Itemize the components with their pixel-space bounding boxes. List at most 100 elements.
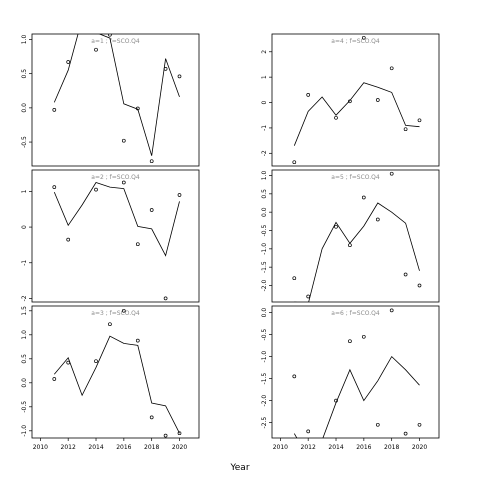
y-tick-label: -1: [261, 125, 268, 131]
observed-point: [149, 159, 154, 164]
observed-point: [417, 283, 422, 288]
x-axis-label: Year: [229, 463, 249, 473]
y-tick-label: -0.5: [21, 401, 28, 413]
observed-point: [375, 98, 380, 102]
observed-point: [135, 242, 140, 247]
observed-point: [177, 193, 182, 197]
observed-point: [348, 243, 352, 248]
y-tick-label: 0.0: [21, 378, 28, 388]
y-tick-label: 0.0: [261, 207, 268, 217]
x-tick-label: 2012: [61, 444, 76, 451]
observed-point: [292, 374, 297, 379]
observed-point: [403, 431, 408, 436]
x-tick-label: 2014: [328, 444, 343, 451]
x-tick-label: 2018: [384, 444, 399, 451]
y-tick-label: 0.0: [21, 103, 28, 113]
observed-point: [109, 170, 111, 171]
observed-point: [52, 185, 57, 189]
y-tick-label: 0.0: [261, 308, 268, 318]
panel-a3: a=3 ; f=SCO.Q4 1.5 1.0 0.5 0.0 -0.5 -1.0 2010 20…: [21, 305, 200, 451]
panel-frame: [271, 33, 440, 167]
panel-a1: a=1 ; f=SCO.Q4 1.0 0.5 0.0 -0.5: [21, 33, 200, 167]
fitted-line: [53, 182, 180, 257]
observed-point: [177, 431, 182, 436]
observed-point: [52, 377, 57, 381]
observed-point: [306, 294, 311, 299]
observed-point: [163, 296, 168, 301]
observed-point: [348, 339, 352, 344]
y-tick-label: -1.0: [21, 425, 28, 437]
observed-point: [417, 422, 422, 427]
x-tick-label: 2016: [116, 444, 131, 451]
observed-point: [375, 217, 380, 222]
y-tick-label: -2.5: [261, 417, 268, 429]
fitted-line: [293, 82, 420, 146]
observed-point: [292, 160, 297, 165]
y-tick-label: 1: [261, 75, 268, 79]
observed-point: [66, 60, 71, 64]
observed-point: [94, 47, 98, 52]
panel-title: a=3 ; f=SCO.Q4: [91, 310, 140, 317]
panel-title: a=2 ; f=SCO.Q4: [91, 174, 140, 181]
observed-point: [389, 171, 394, 176]
panel-title: a=6 ; f=SCO.Q4: [331, 310, 380, 317]
y-tick-label: 2: [261, 50, 268, 54]
observed-point: [361, 195, 366, 200]
x-tick-label: 2020: [412, 444, 427, 451]
y-tick-label: 1.0: [21, 35, 28, 45]
observed-point: [361, 334, 366, 339]
y-tick-label: -0.5: [21, 136, 28, 148]
y-tick-label: 1.0: [261, 171, 268, 181]
panel-title: a=5 ; f=SCO.Q4: [331, 174, 380, 181]
observed-point: [306, 93, 311, 97]
fitted-line: [294, 202, 420, 302]
y-tick-label: -2: [21, 295, 28, 301]
observed-point: [108, 34, 112, 37]
observed-point: [94, 187, 98, 192]
panel-frame: [31, 33, 200, 167]
y-tick-label: -2.0: [261, 279, 268, 291]
observed-point: [361, 35, 366, 40]
y-tick-label: -1.0: [261, 351, 268, 363]
panel-frame: [31, 169, 200, 303]
y-tick-label: 0.5: [21, 69, 28, 79]
observed-point: [108, 322, 112, 327]
observed-point: [403, 272, 408, 277]
observed-point: [52, 108, 57, 112]
observed-point: [149, 208, 154, 212]
observed-point: [334, 398, 338, 403]
y-tick-label: -2.0: [261, 395, 268, 407]
y-tick-label: -1: [21, 260, 28, 266]
observed-point: [121, 180, 126, 185]
observed-point: [163, 433, 168, 438]
x-tick-label: 2018: [144, 444, 159, 451]
panel-a5: a=5 ; f=SCO.Q4 1.0 0.5 0.0 -0.5 -1.0 -1.5 -2.0: [261, 169, 440, 303]
observed-point: [417, 118, 422, 123]
observed-point: [375, 422, 380, 427]
y-tick-label: -0.5: [261, 329, 268, 341]
observed-point: [334, 115, 338, 120]
x-tick-label: 2012: [301, 444, 316, 451]
panel-a4: a=4 ; f=SCO.Q4 2 1 0 -1 -2: [261, 33, 440, 167]
panel-frame: [31, 305, 200, 439]
x-tick-label: 2010: [33, 444, 48, 451]
observed-point: [389, 66, 394, 71]
x-tick-label: 2014: [88, 444, 103, 451]
observed-point: [292, 276, 297, 281]
panel-frame: [271, 305, 440, 439]
observed-point: [135, 106, 140, 111]
observed-point: [389, 308, 394, 313]
panel-title: a=1 ; f=SCO.Q4: [91, 38, 140, 45]
y-tick-label: 0: [261, 100, 268, 104]
observed-point: [66, 237, 71, 242]
fitted-line: [293, 355, 420, 438]
observed-point: [121, 138, 126, 143]
y-tick-label: 0.5: [261, 189, 268, 199]
y-tick-label: -1.5: [261, 373, 268, 385]
y-tick-label: 0.5: [21, 354, 28, 364]
x-tick-label: 2020: [172, 444, 187, 451]
y-tick-label: 1.0: [21, 330, 28, 340]
panel-a6: a=6 ; f=SCO.Q4 0.0 -0.5 -1.0 -1.5 -2.0 -2.5 201…: [261, 305, 440, 451]
fitted-line: [53, 335, 180, 434]
x-tick-label: 2016: [356, 444, 371, 451]
